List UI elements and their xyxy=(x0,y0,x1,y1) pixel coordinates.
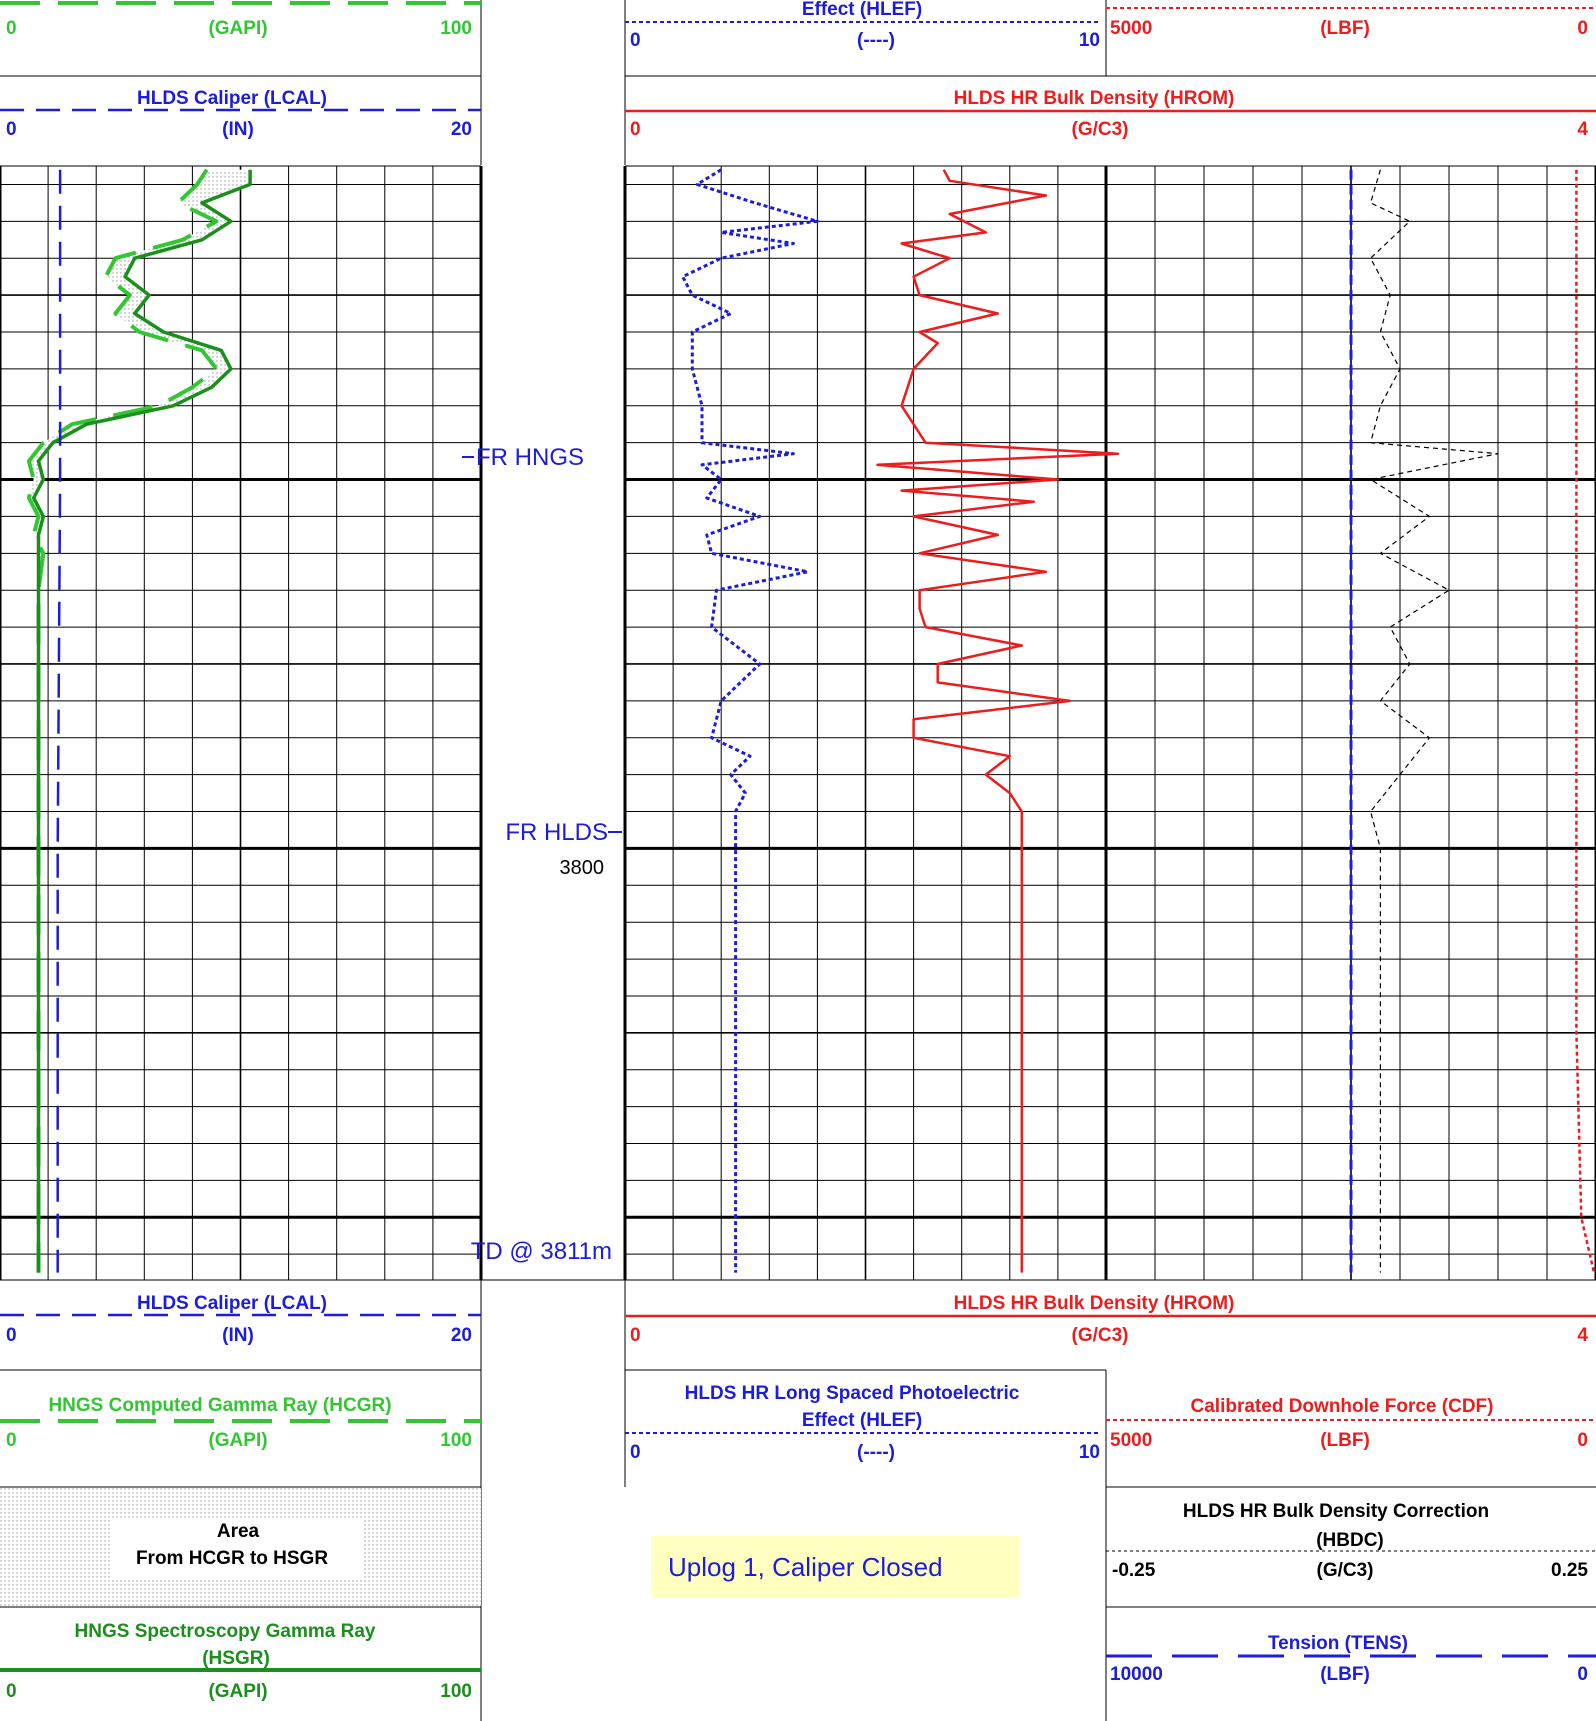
hrom-bot-title: HLDS HR Bulk Density (HROM) xyxy=(954,1293,1235,1314)
lcal-bot-max: 20 xyxy=(451,1325,472,1346)
hbdc-bot-title1: HLDS HR Bulk Density Correction xyxy=(1183,1501,1489,1522)
header-bottom xyxy=(0,1279,1596,1721)
hlef-bot-unit: (----) xyxy=(857,1442,895,1463)
hrom-top-max: 4 xyxy=(1577,119,1588,140)
hsgr-bot-title1: HNGS Spectroscopy Gamma Ray xyxy=(75,1621,376,1642)
area-line1: Area xyxy=(217,1521,260,1542)
cdf-top-max: 0 xyxy=(1577,18,1588,39)
lcal-top-unit: (IN) xyxy=(222,119,254,140)
fr-hlds-label: FR HLDS xyxy=(505,819,608,846)
hlef-top-max: 10 xyxy=(1079,30,1100,51)
hlef-bot-max: 10 xyxy=(1079,1442,1100,1463)
cdf-bot-unit: (LBF) xyxy=(1320,1430,1370,1451)
header-cdf-top: 5000 (LBF) 0 xyxy=(1106,7,1596,39)
uplog-note-text: Uplog 1, Caliper Closed xyxy=(668,1552,943,1582)
hlef-bot-title1: HLDS HR Long Spaced Photoelectric xyxy=(685,1383,1020,1404)
lcal-top-min: 0 xyxy=(6,119,17,140)
hlef-top-title: Effect (HLEF) xyxy=(802,0,922,20)
hbdc-bot-max: 0.25 xyxy=(1551,1560,1588,1581)
header-hrom-bottom: HLDS HR Bulk Density (HROM) 0 (G/C3) 4 xyxy=(625,1293,1596,1346)
header-cdf-bottom: Calibrated Downhole Force (CDF) 5000 (LB… xyxy=(1106,1396,1596,1451)
lcal-top-title: HLDS Caliper (LCAL) xyxy=(137,88,327,109)
header-hcgr-bottom: HNGS Computed Gamma Ray (HCGR) 0 (GAPI) … xyxy=(0,1395,481,1451)
cdf-bot-title: Calibrated Downhole Force (CDF) xyxy=(1191,1396,1494,1417)
gr-top-unit: (GAPI) xyxy=(208,18,267,39)
header-gr-partial: 0 (GAPI) 100 xyxy=(0,1,481,39)
hrom-bot-min: 0 xyxy=(630,1325,641,1346)
tens-bot-min: 10000 xyxy=(1110,1664,1163,1685)
depth-3800-label: 3800 xyxy=(560,857,605,879)
curve-hlef xyxy=(681,168,819,1273)
curve-hrom xyxy=(876,169,1120,1273)
header-hbdc-bottom: HLDS HR Bulk Density Correction (HBDC) -… xyxy=(1106,1501,1596,1581)
lcal-bot-unit: (IN) xyxy=(222,1325,254,1346)
tens-bot-unit: (LBF) xyxy=(1320,1664,1370,1685)
curve-lcal xyxy=(56,169,62,1273)
lcal-top-max: 20 xyxy=(451,119,472,140)
uplog-note: Uplog 1, Caliper Closed xyxy=(651,1536,1019,1598)
hlef-bot-min: 0 xyxy=(630,1442,641,1463)
hbdc-bot-unit: (G/C3) xyxy=(1317,1560,1374,1581)
header-hsgr-bottom: HNGS Spectroscopy Gamma Ray (HSGR) 0 (GA… xyxy=(0,1621,481,1702)
hcgr-bot-max: 100 xyxy=(440,1430,472,1451)
header-top xyxy=(0,0,1596,165)
hbdc-bot-min: -0.25 xyxy=(1112,1560,1156,1581)
area-hcgr-hsgr xyxy=(28,169,251,1273)
cdf-top-min: 5000 xyxy=(1110,18,1152,39)
hsgr-bot-unit: (GAPI) xyxy=(208,1681,267,1702)
curve-cdf xyxy=(1575,169,1596,1273)
hcgr-bot-min: 0 xyxy=(6,1430,17,1451)
cdf-bot-max: 0 xyxy=(1577,1430,1588,1451)
gr-top-max: 100 xyxy=(440,18,472,39)
curve-hsgr xyxy=(31,169,252,1273)
hsgr-bot-min: 0 xyxy=(6,1681,17,1702)
depth-annotations: FR HNGS FR HLDS 3800 TD @ 3811m xyxy=(462,444,622,1265)
hlef-top-unit: (----) xyxy=(857,30,895,51)
header-hlef-bottom: HLDS HR Long Spaced Photoelectric Effect… xyxy=(625,1383,1100,1463)
header-hrom-top: HLDS HR Bulk Density (HROM) 0 (G/C3) 4 xyxy=(625,88,1596,140)
header-lcal-bottom: HLDS Caliper (LCAL) 0 (IN) 20 xyxy=(0,1293,481,1346)
header-lcal-top: HLDS Caliper (LCAL) 0 (IN) 20 xyxy=(0,88,481,140)
curve-hbdc xyxy=(1370,169,1499,1273)
hrom-top-unit: (G/C3) xyxy=(1072,119,1129,140)
log-curves xyxy=(26,168,1596,1273)
hrom-bot-unit: (G/C3) xyxy=(1072,1325,1129,1346)
hbdc-bot-title2: (HBDC) xyxy=(1316,1530,1384,1551)
hsgr-bot-max: 100 xyxy=(440,1681,472,1702)
log-grid xyxy=(0,165,1596,1280)
lcal-bot-title: HLDS Caliper (LCAL) xyxy=(137,1293,327,1314)
hrom-top-min: 0 xyxy=(630,119,641,140)
header-hlef-top: Effect (HLEF) 0 (----) 10 xyxy=(625,0,1100,51)
hlef-top-min: 0 xyxy=(630,30,641,51)
hrom-top-title: HLDS HR Bulk Density (HROM) xyxy=(954,88,1235,109)
cdf-top-unit: (LBF) xyxy=(1320,18,1370,39)
fr-hngs-label: FR HNGS xyxy=(476,444,584,471)
tens-bot-max: 0 xyxy=(1577,1664,1588,1685)
hlef-bot-title2: Effect (HLEF) xyxy=(802,1410,922,1431)
hcgr-bot-title: HNGS Computed Gamma Ray (HCGR) xyxy=(48,1395,391,1416)
hcgr-bot-unit: (GAPI) xyxy=(208,1430,267,1451)
area-line2: From HCGR to HSGR xyxy=(136,1548,328,1569)
header-tens-bottom: Tension (TENS) 10000 (LBF) 0 xyxy=(1106,1633,1596,1685)
td-label: TD @ 3811m xyxy=(471,1238,612,1265)
hsgr-bot-title2: (HSGR) xyxy=(202,1648,270,1669)
cdf-bot-min: 5000 xyxy=(1110,1430,1152,1451)
lcal-bot-min: 0 xyxy=(6,1325,17,1346)
tens-bot-title: Tension (TENS) xyxy=(1268,1633,1408,1654)
gr-top-min: 0 xyxy=(6,18,17,39)
header-area-legend: Area From HCGR to HSGR xyxy=(0,1488,481,1606)
hrom-bot-max: 4 xyxy=(1577,1325,1588,1346)
